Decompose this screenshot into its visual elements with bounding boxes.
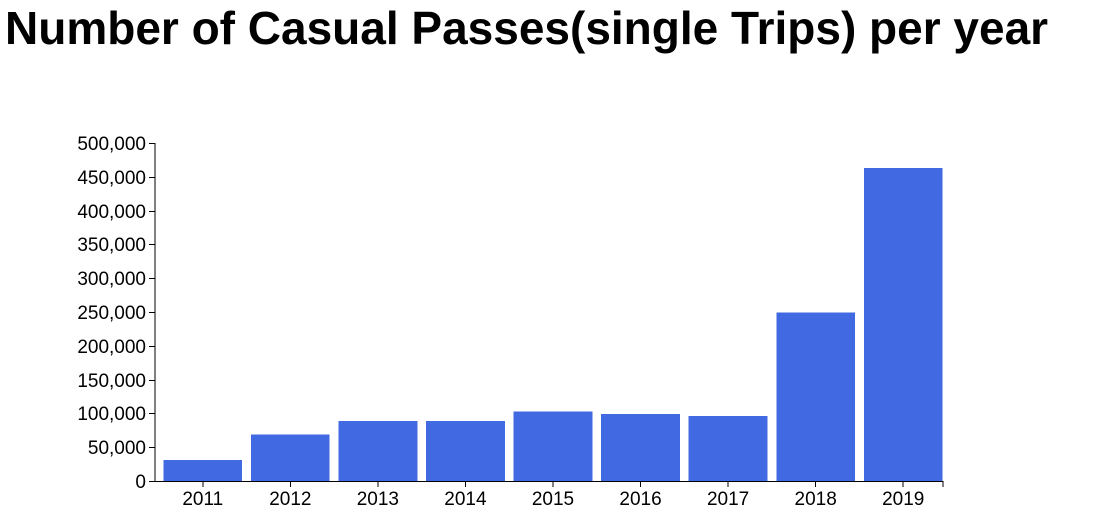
chart-title: Number of Casual Passes(single Trips) pe… <box>5 2 1049 54</box>
bar-2014 <box>426 420 505 481</box>
y-tick-label: 100,000 <box>77 404 146 425</box>
bars-group <box>163 168 943 481</box>
y-tick-label: 400,000 <box>77 202 146 223</box>
y-tick-label: 200,000 <box>77 337 146 358</box>
x-tick-label: 2012 <box>269 489 311 510</box>
x-tick-label: 2015 <box>532 489 574 510</box>
bar-2017 <box>688 416 768 481</box>
bar-2011 <box>163 460 243 481</box>
bar-2018 <box>776 312 856 481</box>
x-tick-label: 2016 <box>619 489 661 510</box>
x-tick-label: 2017 <box>707 489 749 510</box>
bar-2016 <box>601 414 680 481</box>
bar-2012 <box>250 434 330 481</box>
bar-2013 <box>338 420 418 481</box>
y-tick-label: 450,000 <box>77 168 146 189</box>
x-tick-label: 2019 <box>882 489 924 510</box>
y-tick-label: 350,000 <box>77 235 146 256</box>
y-tick-label: 300,000 <box>77 269 146 290</box>
bar-2019 <box>863 168 943 481</box>
bar-2015 <box>513 411 593 481</box>
x-tick-label: 2011 <box>182 489 223 510</box>
y-tick-label: 0 <box>135 472 146 493</box>
x-tick-label: 2013 <box>357 489 399 510</box>
y-tick-label: 500,000 <box>77 134 146 155</box>
x-axis: 2011 2012 2013 2014 2015 2016 2017 2018 2019 <box>155 481 944 510</box>
y-tick-label: 50,000 <box>88 438 146 459</box>
x-tick-label: 2018 <box>795 489 837 510</box>
x-tick-label: 2014 <box>444 489 487 510</box>
y-axis: 0 50,000 100,000 150,000 200,000 250,000 300,0… <box>77 134 156 493</box>
y-tick-label: 150,000 <box>77 371 146 392</box>
y-tick-label: 250,000 <box>77 303 146 324</box>
